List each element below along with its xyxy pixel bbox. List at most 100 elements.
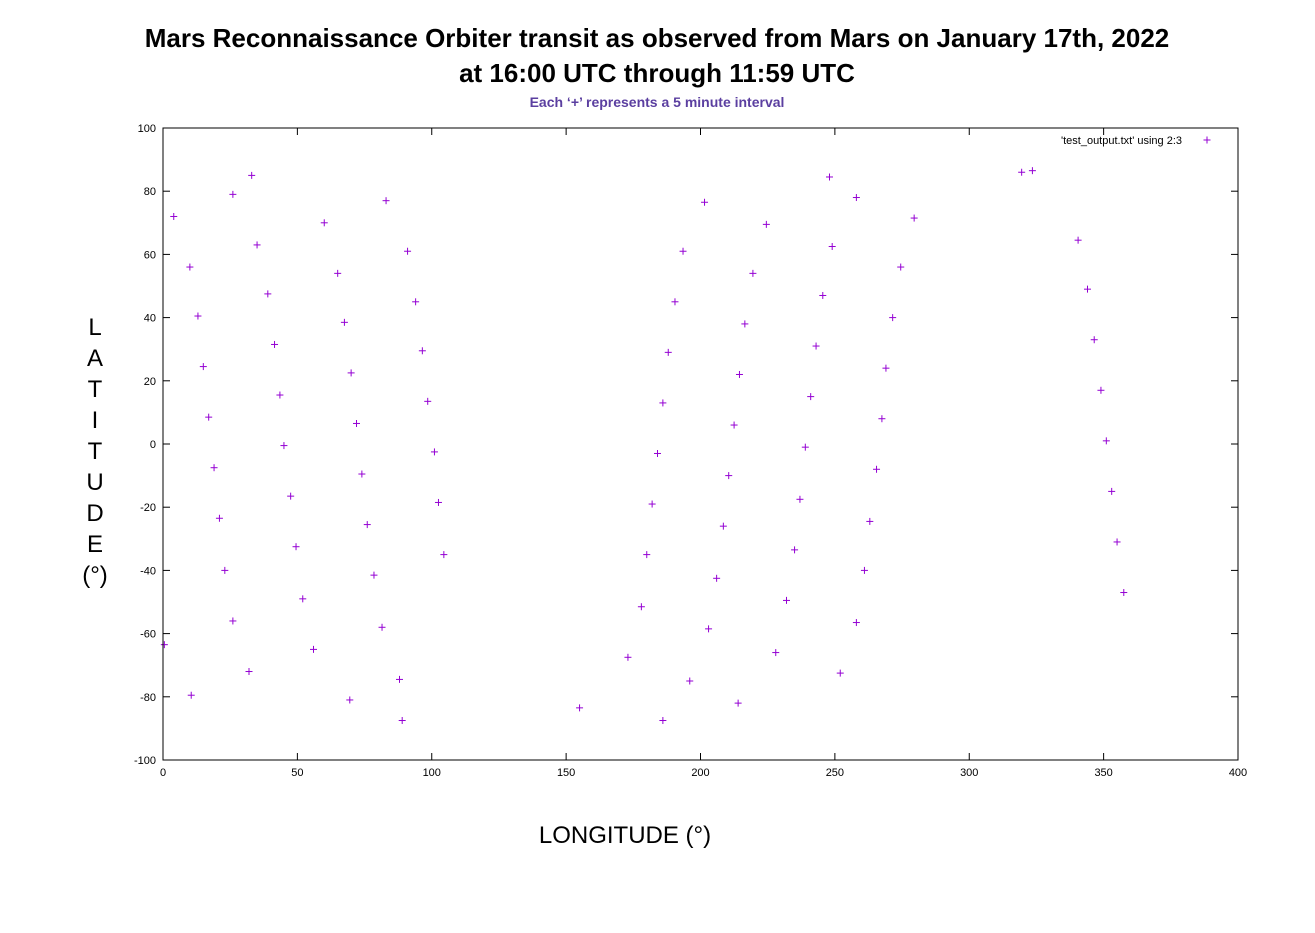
- data-point: [440, 551, 448, 559]
- data-point: [1090, 336, 1098, 344]
- data-point: [412, 298, 420, 306]
- data-point: [186, 263, 194, 271]
- data-point: [725, 472, 733, 480]
- data-point: [734, 699, 742, 707]
- data-point: [418, 347, 426, 355]
- y-tick-label: 80: [144, 186, 156, 198]
- data-point: [194, 312, 202, 320]
- y-axis-title: L A T I T U D E (°): [82, 314, 108, 589]
- y-tick-label: 40: [144, 313, 156, 325]
- data-point: [370, 571, 378, 579]
- data-point: [807, 393, 815, 401]
- data-point: [1113, 538, 1121, 546]
- data-point: [749, 269, 757, 277]
- data-point: [1108, 487, 1116, 495]
- y-tick-label: -60: [140, 629, 156, 641]
- data-point: [873, 465, 881, 473]
- data-point: [404, 247, 412, 255]
- data-point: [215, 514, 223, 522]
- data-point: [576, 704, 584, 712]
- data-point: [741, 320, 749, 328]
- data-point: [637, 603, 645, 611]
- data-point: [276, 391, 284, 399]
- data-point: [762, 220, 770, 228]
- data-point: [347, 369, 355, 377]
- y-tick-label: -80: [140, 692, 156, 704]
- data-point: [320, 219, 328, 227]
- data-point: [210, 464, 218, 472]
- x-tick-label: 250: [826, 767, 844, 779]
- data-point: [205, 413, 213, 421]
- data-point: [398, 717, 406, 724]
- data-point: [334, 269, 342, 277]
- data-point: [801, 443, 809, 451]
- data-point: [280, 442, 288, 450]
- data-point: [199, 363, 207, 371]
- x-tick-label: 300: [960, 767, 978, 779]
- data-point: [245, 668, 253, 676]
- data-point: [819, 291, 827, 299]
- x-axis-title: LONGITUDE (°): [539, 822, 711, 849]
- data-point: [271, 340, 279, 348]
- data-point: [229, 617, 237, 625]
- data-point: [772, 649, 780, 657]
- x-tick-label: 400: [1229, 767, 1247, 779]
- data-point: [248, 171, 256, 179]
- data-point: [1074, 236, 1082, 244]
- data-point: [253, 241, 261, 249]
- y-tick-label: 60: [144, 249, 156, 261]
- data-point: [836, 669, 844, 677]
- data-point: [430, 448, 438, 456]
- legend-plus-marker: [1203, 136, 1211, 144]
- data-point: [382, 197, 390, 205]
- data-point: [264, 290, 272, 298]
- data-point: [424, 397, 432, 405]
- chart-title-line-1: Mars Reconnaissance Orbiter transit as o…: [145, 23, 1170, 53]
- data-point: [353, 419, 360, 427]
- data-point: [664, 348, 672, 356]
- data-point: [396, 675, 403, 683]
- data-point: [358, 470, 366, 478]
- data-point: [826, 173, 833, 181]
- data-point: [705, 625, 713, 633]
- data-point: [659, 717, 667, 724]
- data-point: [889, 314, 897, 322]
- data-point: [812, 342, 820, 350]
- y-tick-label: -20: [140, 502, 156, 514]
- chart-subtitle: Each ‘+’ represents a 5 minute interval: [530, 94, 785, 110]
- y-tick-label: 100: [138, 123, 156, 135]
- data-point: [730, 421, 738, 429]
- data-point: [1084, 285, 1091, 293]
- data-point: [1028, 167, 1036, 175]
- x-axis-ticks: 0 50 100 150 200 250 300 350 400: [160, 128, 1247, 779]
- data-point: [882, 364, 890, 372]
- data-point: [229, 190, 237, 198]
- y-axis-ticks: -100 -80 -60 -40 -20 0 20 40 60 80 100: [134, 123, 1238, 767]
- chart-title-line-2: at 16:00 UTC through 11:59 UTC: [459, 58, 855, 88]
- data-point: [735, 370, 743, 378]
- y-tick-label: 20: [144, 376, 156, 388]
- data-point: [796, 495, 804, 503]
- data-point: [701, 198, 709, 206]
- data-point: [719, 522, 727, 530]
- data-point: [686, 677, 694, 685]
- y-tick-label: -100: [134, 755, 156, 767]
- x-tick-label: 0: [160, 767, 166, 779]
- data-point: [187, 691, 195, 699]
- data-point: [363, 521, 371, 529]
- data-point: [671, 298, 679, 306]
- data-point: [783, 596, 790, 604]
- data-point: [346, 696, 354, 704]
- data-points: [160, 167, 1128, 724]
- data-point: [299, 595, 307, 603]
- y-tick-label: 0: [150, 439, 156, 451]
- data-point: [852, 194, 860, 202]
- data-point: [1097, 386, 1105, 394]
- data-point: [654, 449, 661, 457]
- y-tick-label: -40: [140, 565, 156, 577]
- x-tick-label: 150: [557, 767, 575, 779]
- data-point: [713, 574, 721, 582]
- data-point: [292, 543, 300, 551]
- data-point: [852, 619, 860, 627]
